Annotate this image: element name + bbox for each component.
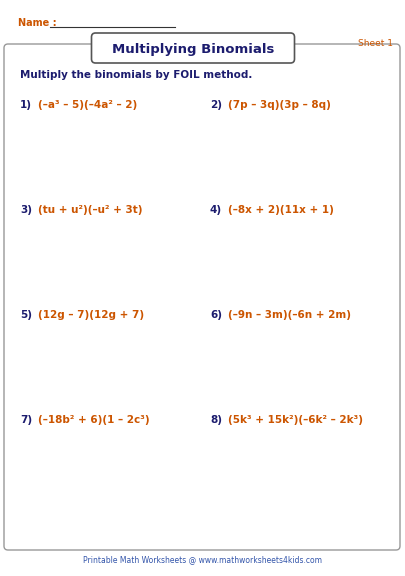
Text: (tu + u²)(–u² + 3t): (tu + u²)(–u² + 3t): [38, 205, 142, 215]
Text: (12g – 7)(12g + 7): (12g – 7)(12g + 7): [38, 310, 144, 320]
Text: 6): 6): [209, 310, 222, 320]
Text: (–8x + 2)(11x + 1): (–8x + 2)(11x + 1): [228, 205, 333, 215]
Text: 3): 3): [20, 205, 32, 215]
Text: (–9n – 3m)(–6n + 2m): (–9n – 3m)(–6n + 2m): [228, 310, 350, 320]
Text: (7p – 3q)(3p – 8q): (7p – 3q)(3p – 8q): [228, 100, 330, 110]
Text: (–a³ – 5)(–4a² – 2): (–a³ – 5)(–4a² – 2): [38, 100, 137, 110]
Text: (5k³ + 15k²)(–6k² – 2k³): (5k³ + 15k²)(–6k² – 2k³): [228, 415, 362, 425]
Text: 8): 8): [209, 415, 222, 425]
Text: Multiplying Binomials: Multiplying Binomials: [111, 43, 273, 55]
Text: 5): 5): [20, 310, 32, 320]
Text: Printable Math Worksheets @ www.mathworksheets4kids.com: Printable Math Worksheets @ www.mathwork…: [83, 555, 322, 564]
Text: 2): 2): [209, 100, 222, 110]
Text: 4): 4): [209, 205, 222, 215]
Text: Sheet 1: Sheet 1: [357, 40, 392, 48]
Text: 7): 7): [20, 415, 32, 425]
Text: (–18b² + 6)(1 – 2c³): (–18b² + 6)(1 – 2c³): [38, 415, 149, 425]
Text: 1): 1): [20, 100, 32, 110]
Text: Name :: Name :: [18, 18, 56, 28]
FancyBboxPatch shape: [4, 44, 399, 550]
FancyBboxPatch shape: [91, 33, 294, 63]
Text: Multiply the binomials by FOIL method.: Multiply the binomials by FOIL method.: [20, 70, 252, 80]
